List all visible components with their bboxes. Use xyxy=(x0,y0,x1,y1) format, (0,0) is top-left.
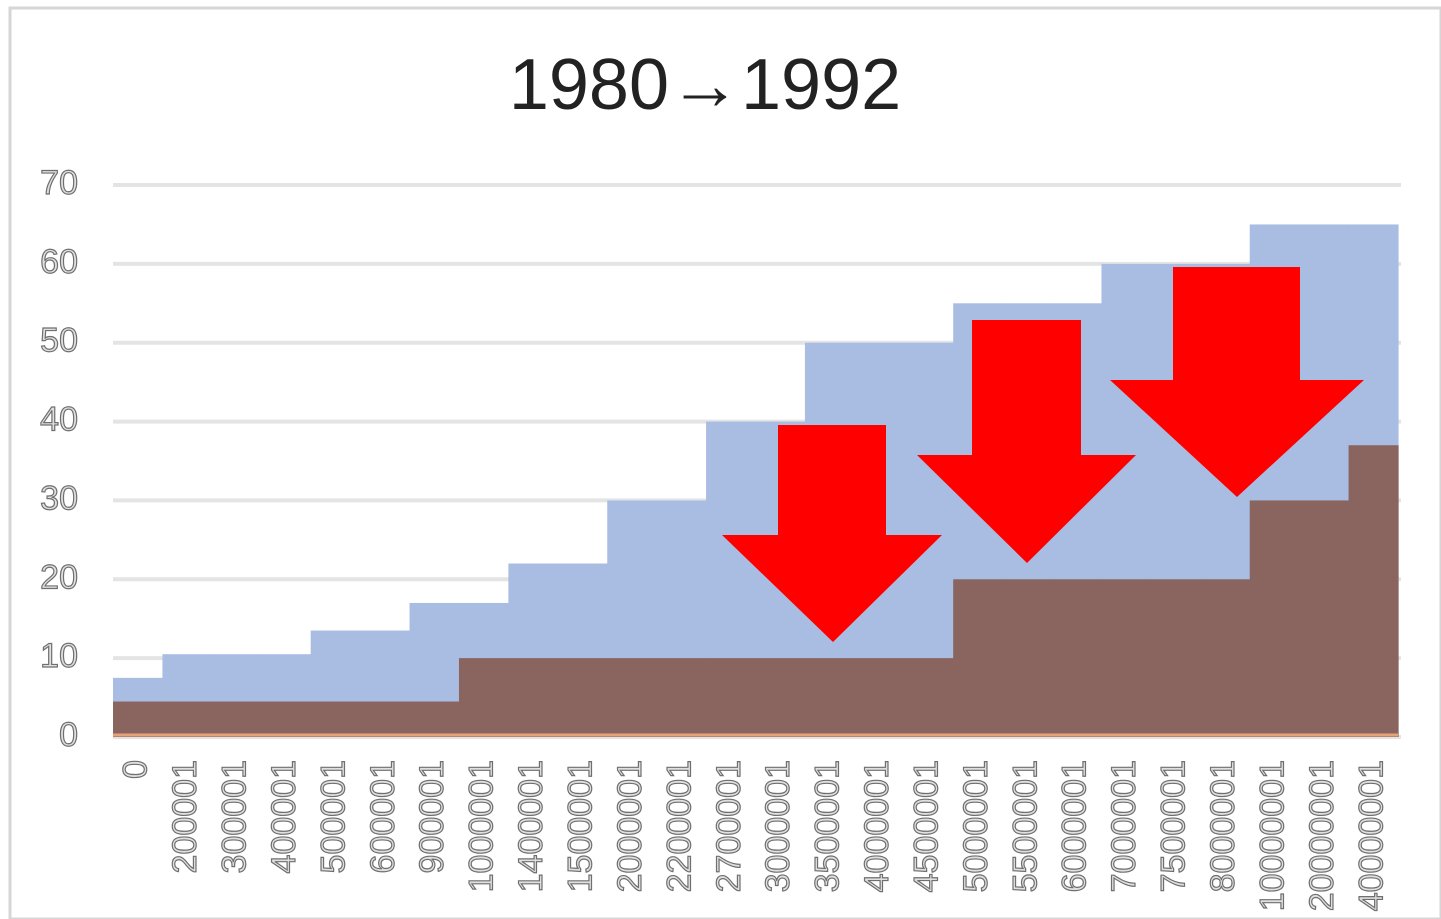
x-tick-label: 3500001 xyxy=(809,760,847,892)
step-segment xyxy=(1200,579,1251,737)
x-tick-label: 300001 xyxy=(216,760,254,873)
y-tick-label: 40 xyxy=(40,401,78,439)
step-segment xyxy=(706,658,757,737)
x-tick-label: 40000001 xyxy=(1352,760,1390,911)
step-segment xyxy=(854,658,905,737)
x-tick-label: 4500001 xyxy=(907,760,945,892)
arrow xyxy=(722,425,942,642)
step-segment xyxy=(1002,579,1053,737)
x-tick-label: 400001 xyxy=(265,760,303,873)
x-tick-label: 600001 xyxy=(364,760,402,873)
x-tick-label: 1400001 xyxy=(512,760,550,892)
chart-title: 1980→1992 xyxy=(509,45,901,125)
x-tick-label: 7500001 xyxy=(1155,760,1193,892)
arrows xyxy=(722,267,1364,642)
step-segment xyxy=(310,701,361,737)
step-segment xyxy=(1101,579,1152,737)
step-segment xyxy=(458,658,509,737)
x-tick-label: 0 xyxy=(117,760,155,779)
step-segment xyxy=(903,658,954,737)
step-segment xyxy=(755,658,806,737)
y-tick-label: 10 xyxy=(40,637,78,675)
y-tick-label: 70 xyxy=(40,164,78,202)
step-segment xyxy=(656,658,707,737)
step-segment xyxy=(162,701,213,737)
x-tick-label: 6000001 xyxy=(1056,760,1094,892)
step-segment xyxy=(261,701,312,737)
x-tick-label: 3000001 xyxy=(759,760,797,892)
x-tick-label: 5000001 xyxy=(957,760,995,892)
x-tick-label: 1000001 xyxy=(463,760,501,892)
step-segment xyxy=(1052,579,1103,737)
step-segment xyxy=(1150,579,1201,737)
x-tick-label: 20000001 xyxy=(1303,760,1341,911)
x-tick-label: 4000001 xyxy=(858,760,896,892)
x-tick-label: 8000001 xyxy=(1204,760,1242,892)
x-tick-label: 900001 xyxy=(413,760,451,873)
arrow xyxy=(1110,267,1364,497)
step-segment xyxy=(607,658,658,737)
step-segment xyxy=(211,701,262,737)
step-segment xyxy=(1249,500,1300,737)
x-tick-label: 2000001 xyxy=(611,760,649,892)
step-segment xyxy=(360,701,411,737)
y-tick-label: 30 xyxy=(40,479,78,517)
step-segment xyxy=(1299,500,1350,737)
x-tick-label: 5500001 xyxy=(1006,760,1044,892)
step-segment xyxy=(953,579,1004,737)
x-tick-label: 2700001 xyxy=(710,760,748,892)
step-segment xyxy=(557,658,608,737)
step-segment xyxy=(1348,445,1399,737)
x-tick-label: 7000001 xyxy=(1105,760,1143,892)
x-tick-label: 500001 xyxy=(314,760,352,873)
step-segment xyxy=(508,658,559,737)
x-tick-label: 1500001 xyxy=(562,760,600,892)
x-tick-label: 10000001 xyxy=(1253,760,1291,911)
y-tick-label: 0 xyxy=(59,716,78,754)
y-tick-label: 50 xyxy=(40,322,78,360)
step-segment xyxy=(804,658,855,737)
x-tick-label: 200001 xyxy=(166,760,204,873)
title-box xyxy=(480,32,980,142)
step-segment xyxy=(113,701,164,737)
y-tick-label: 20 xyxy=(40,558,78,596)
arrow xyxy=(917,320,1136,563)
step-segment xyxy=(409,701,460,737)
y-tick-label: 60 xyxy=(40,243,78,281)
x-tick-label: 2200001 xyxy=(660,760,698,892)
